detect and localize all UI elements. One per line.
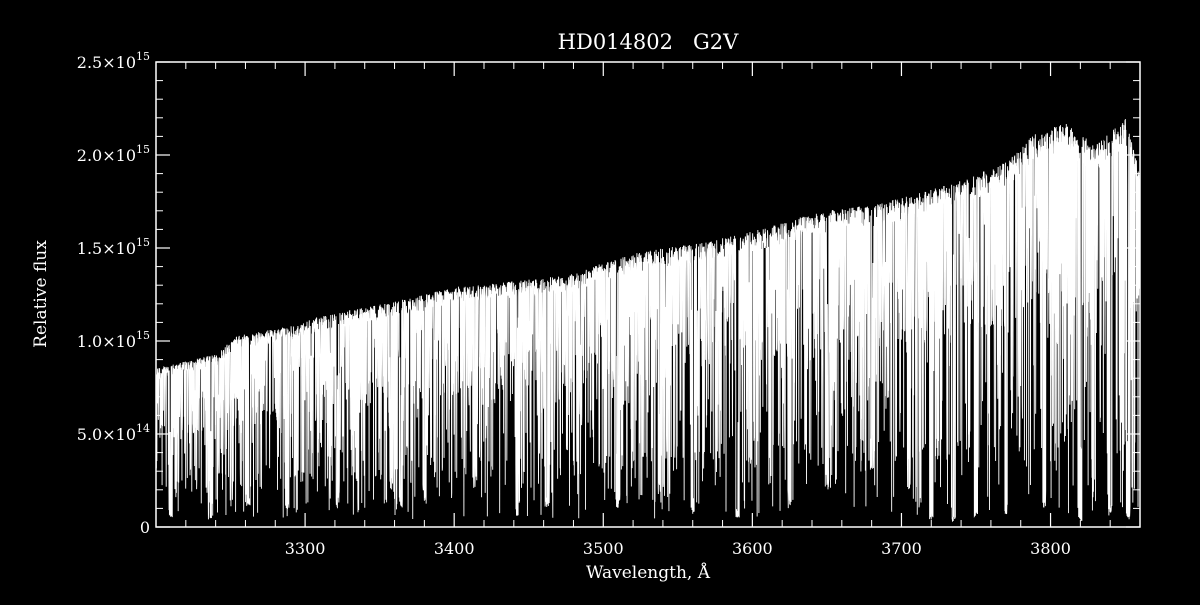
y-tick-label: 0 bbox=[140, 518, 150, 537]
y-tick-mantissa: 1.5×10 bbox=[77, 239, 136, 258]
spectrum-layer bbox=[155, 119, 1141, 523]
x-tick-label: 3300 bbox=[285, 539, 326, 558]
x-tick-label: 3600 bbox=[732, 539, 773, 558]
y-tick-mantissa: 0 bbox=[140, 518, 150, 537]
x-tick-label: 3500 bbox=[583, 539, 624, 558]
y-tick-mantissa: 2.0×10 bbox=[77, 146, 136, 165]
y-tick-mantissa: 5.0×10 bbox=[77, 425, 136, 444]
y-tick-exponent: 15 bbox=[136, 236, 150, 249]
y-tick-label: 1.5×1015 bbox=[77, 236, 150, 258]
x-tick-label: 3400 bbox=[434, 539, 475, 558]
y-tick-exponent: 14 bbox=[136, 422, 150, 435]
tick-layer: 3300 3400 3500 3600 3700 380005.0×10141.0×101… bbox=[77, 50, 1141, 558]
plot-frame bbox=[155, 61, 1141, 528]
y-tick-label: 1.0×1015 bbox=[77, 329, 150, 351]
x-tick-label: 3700 bbox=[881, 539, 922, 558]
x-tick-label: 3800 bbox=[1030, 539, 1071, 558]
y-tick-exponent: 15 bbox=[136, 329, 150, 342]
spectrum-line bbox=[155, 119, 1141, 523]
y-tick-label: 2.0×1015 bbox=[77, 143, 150, 165]
y-tick-label: 2.5×1015 bbox=[77, 50, 150, 72]
y-tick-label: 5.0×1014 bbox=[77, 422, 150, 444]
y-tick-mantissa: 1.0×10 bbox=[77, 332, 136, 351]
y-tick-exponent: 15 bbox=[136, 50, 150, 63]
chart-title: HD014802 G2V bbox=[558, 30, 739, 54]
y-tick-mantissa: 2.5×10 bbox=[77, 53, 136, 72]
y-axis-label: Relative flux bbox=[31, 240, 51, 348]
y-tick-exponent: 15 bbox=[136, 143, 150, 156]
x-axis-label: Wavelength, Å bbox=[586, 562, 711, 583]
